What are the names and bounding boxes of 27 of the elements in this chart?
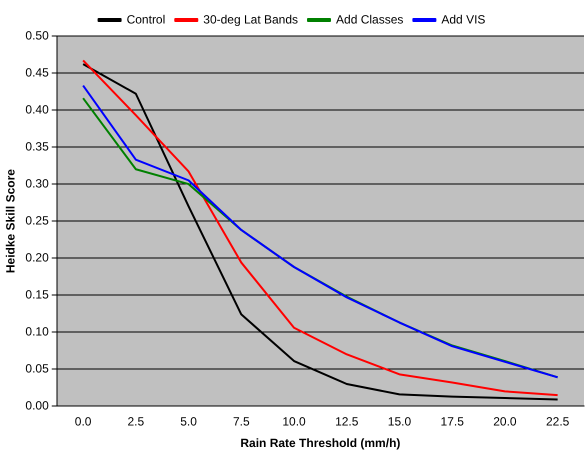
legend-label: Add Classes <box>336 12 404 26</box>
y-tick-label: 0.05 <box>25 361 50 376</box>
legend-label: Control <box>126 12 166 26</box>
y-tick-label: 0.50 <box>25 28 50 42</box>
x-tick-label: 0.0 <box>74 414 92 429</box>
y-tick-label: 0.15 <box>25 287 50 302</box>
y-tick-label: 0.00 <box>25 398 50 413</box>
x-tick-label: 17.5 <box>440 414 464 429</box>
y-tick-label: 0.30 <box>25 176 50 190</box>
x-tick-label: 22.5 <box>546 414 570 429</box>
y-tick-label: 0.40 <box>25 102 50 116</box>
legend-label: 30-deg Lat Bands <box>203 12 298 26</box>
y-tick-label: 0.45 <box>25 65 50 80</box>
x-tick-label: 5.0 <box>180 414 198 429</box>
y-axis-title: Heidke Skill Score <box>4 168 18 274</box>
x-tick-label: 15.0 <box>388 414 412 429</box>
x-tick-label: 10.0 <box>282 414 306 429</box>
y-tick-label: 0.10 <box>25 324 50 338</box>
x-tick-label: 2.5 <box>128 414 145 429</box>
y-tick-label: 0.20 <box>25 250 50 264</box>
legend-label: Add VIS <box>441 12 486 26</box>
y-tick-label: 0.35 <box>25 139 50 154</box>
x-axis-title: Rain Rate Threshold (mm/h) <box>240 436 400 450</box>
x-tick-label: 20.0 <box>493 414 517 429</box>
x-tick-label: 7.5 <box>232 414 250 429</box>
y-tick-label: 0.25 <box>25 213 50 228</box>
x-tick-label: 12.5 <box>335 414 359 429</box>
